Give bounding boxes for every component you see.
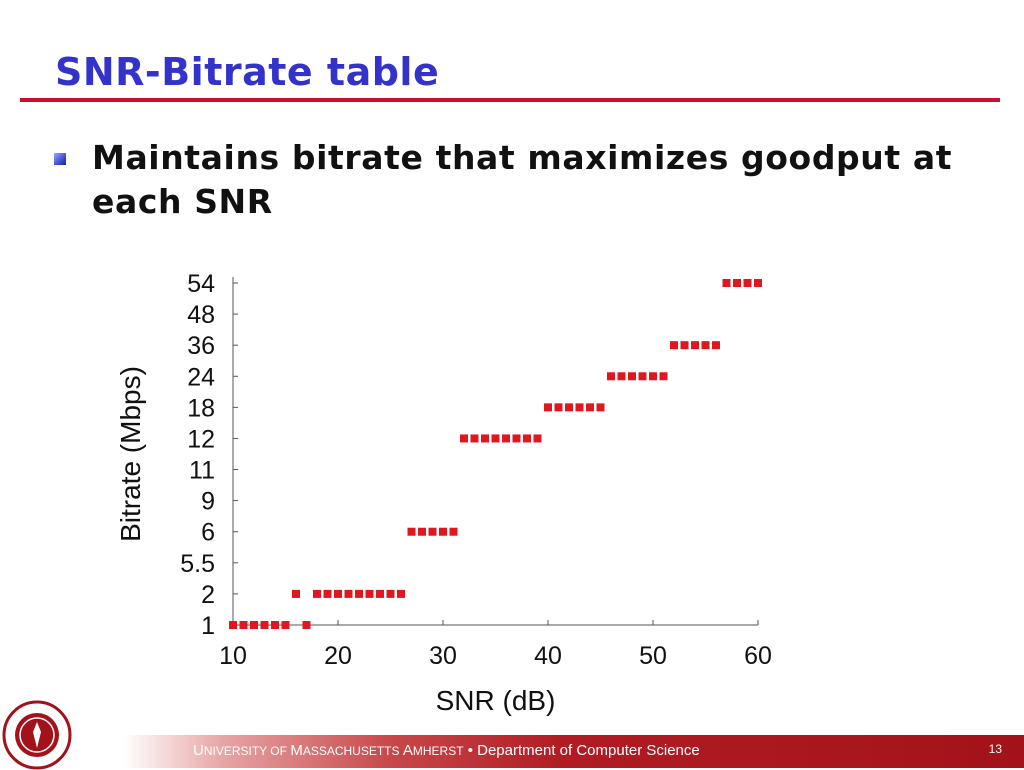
x-tick-label: 40 [534,642,562,670]
data-point [575,403,584,412]
data-point [502,434,510,443]
data-point [512,434,521,443]
y-tick-label: 12 [187,425,215,453]
footer-assachusetts: ASSACHUSETTS [302,744,403,758]
data-point [271,621,279,629]
bullet-text: Maintains bitrate that maximizes goodput… [92,138,953,221]
footer-a: A [402,742,413,759]
data-point [470,434,479,443]
data-point [292,589,300,598]
data-point [397,589,405,598]
data-point [439,527,447,536]
footer-u: U [193,742,204,759]
y-tick-label: 2 [201,581,215,609]
x-tick-label: 50 [639,642,667,670]
data-point [334,589,342,598]
title-divider [20,98,1000,102]
data-point [407,527,416,536]
page-number: 13 [988,742,1002,756]
data-point [323,589,332,598]
data-point [712,341,720,350]
footer-band [0,735,1024,768]
data-point [533,434,542,443]
data-point [460,434,468,443]
data-point [691,341,699,350]
x-tick-label: 20 [324,642,352,670]
data-point [586,403,594,412]
data-point [523,434,531,443]
data-point [491,434,500,443]
y-axis-label: Bitrate (Mbps) [115,366,146,542]
y-tick-label: 48 [187,301,215,329]
data-point [355,589,363,598]
footer-mherst: MHERST [412,744,464,758]
data-point [376,589,384,598]
y-tick-label: 5.5 [180,550,215,578]
data-point [260,621,269,629]
data-point [638,372,647,381]
bullet-square-icon [54,153,66,165]
footer-niversity-of: NIVERSITY OF [203,744,291,758]
y-tick-label: 54 [187,270,215,298]
data-point [544,403,552,412]
y-tick-label: 9 [201,488,215,516]
data-point [449,527,458,536]
data-point [365,589,374,598]
data-point [607,372,615,381]
y-tick-label: 6 [201,519,215,547]
data-point [617,372,626,381]
y-tick-label: 11 [189,457,215,485]
footer-separator: • [463,742,478,759]
data-point [754,279,762,287]
footer-m: M [290,742,303,759]
data-point [554,403,563,412]
data-point [418,527,426,536]
x-tick-label: 10 [219,642,247,670]
data-point [628,372,636,381]
data-point [481,434,489,443]
data-point [229,621,237,629]
data-point [733,279,741,287]
data-point [565,403,573,412]
data-point [743,279,752,287]
data-point [386,589,395,598]
y-tick-label: 36 [187,332,215,360]
data-point [281,621,290,629]
data-point [250,621,258,629]
x-tick-label: 30 [429,642,457,670]
data-point [670,341,678,350]
data-point [659,372,668,381]
y-tick-label: 18 [187,394,215,422]
x-axis-label: SNR (dB) [436,685,556,716]
y-tick-label: 1 [201,612,215,640]
data-point [344,589,353,598]
y-tick-label: 24 [187,363,215,391]
data-point [722,279,731,287]
data-point [428,527,437,536]
data-point [302,621,311,629]
university-seal-icon [2,700,72,770]
data-point [313,589,321,598]
footer-institution: UNIVERSITY OF MASSACHUSETTS AMHERST • De… [193,742,700,759]
slide-title: SNR-Bitrate table [55,50,440,94]
data-point [680,341,689,350]
data-point [239,621,248,629]
data-point [701,341,710,350]
data-point [649,372,657,381]
x-tick-label: 60 [744,642,772,670]
data-point [596,403,605,412]
footer-department: Department of Computer Science [477,742,700,759]
